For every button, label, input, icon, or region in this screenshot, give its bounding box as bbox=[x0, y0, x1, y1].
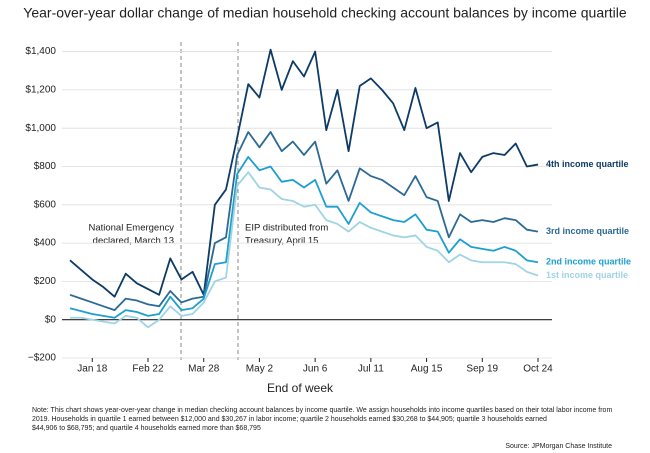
series-label: 1st income quartile bbox=[546, 270, 628, 280]
x-tick-label: May 2 bbox=[246, 364, 274, 375]
y-tick-label: $1,400 bbox=[25, 46, 56, 57]
y-tick-label: $400 bbox=[34, 238, 57, 249]
note: $44,906 to $68,795; and quartile 4 house… bbox=[32, 425, 261, 432]
series-label: 3rd income quartile bbox=[546, 226, 629, 236]
x-tick-label: Sep 19 bbox=[466, 364, 498, 375]
x-tick-label: Jul 11 bbox=[358, 364, 384, 375]
y-tick-label: $800 bbox=[34, 161, 57, 172]
note: 2019. Households in quartile 1 earned be… bbox=[32, 416, 547, 423]
x-tick-label: Aug 15 bbox=[411, 364, 443, 375]
x-tick-label: Mar 28 bbox=[188, 364, 220, 375]
y-tick-label: $600 bbox=[34, 199, 57, 210]
y-tick-label: $0 bbox=[45, 314, 57, 325]
series-line bbox=[69, 131, 539, 312]
x-axis-label: End of week bbox=[267, 381, 334, 395]
series-line bbox=[69, 156, 539, 319]
annotation: EIP distributed from bbox=[245, 223, 328, 234]
series-line bbox=[70, 171, 539, 329]
x-tick-label: Jun 6 bbox=[303, 364, 328, 375]
annotation: National Emergency bbox=[88, 223, 174, 234]
note: Note: This chart shows year-over-year ch… bbox=[32, 407, 612, 414]
x-tick-label: Feb 22 bbox=[132, 364, 164, 375]
series-label: 4th income quartile bbox=[546, 159, 629, 169]
x-tick-label: Oct 24 bbox=[523, 364, 553, 375]
y-tick-label: $200 bbox=[34, 276, 57, 287]
x-tick-label: Jan 18 bbox=[77, 364, 107, 375]
series-label: 2nd income quartile bbox=[546, 257, 631, 267]
chart-title: Year-over-year dollar change of median h… bbox=[23, 5, 627, 21]
y-tick-label: $1,200 bbox=[25, 85, 56, 96]
source: Source: JPMorgan Chase Institute bbox=[505, 443, 612, 450]
annotation: Treasury, April 15 bbox=[245, 236, 318, 247]
series-line bbox=[69, 48, 539, 298]
y-tick-label: −$200 bbox=[28, 353, 57, 364]
annotation: declared, March 13 bbox=[93, 236, 174, 247]
y-tick-label: $1,000 bbox=[25, 123, 56, 134]
